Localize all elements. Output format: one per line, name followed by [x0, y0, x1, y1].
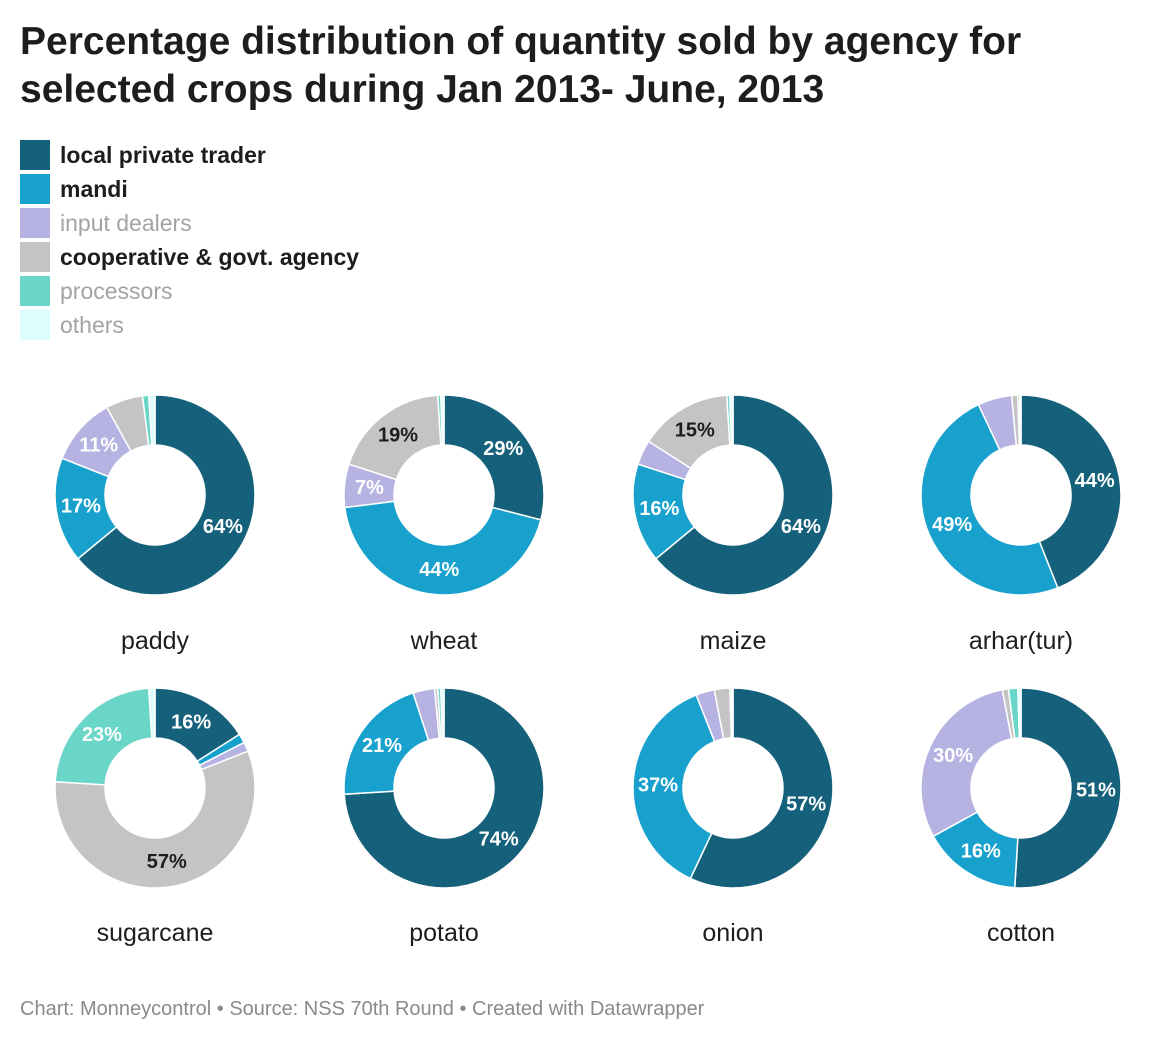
legend-item-input-dealers: input dealers — [20, 206, 359, 240]
crop-label-onion: onion — [702, 919, 763, 947]
data-label-wheat-mandi: 44% — [419, 559, 459, 581]
donut-wheat: 29% 44% 7% 19% wheat — [343, 394, 545, 655]
legend-swatch-cooperative-govt-agency — [20, 242, 50, 272]
slice-arhar-tur-local-private-trader — [1020, 394, 1122, 589]
data-label-arhar-tur-mandi: 49% — [932, 514, 972, 536]
slice-wheat-others — [440, 394, 445, 446]
data-label-potato-mandi: 21% — [362, 735, 402, 757]
crop-label-wheat: wheat — [410, 627, 478, 655]
slice-sugarcane-processors — [54, 687, 153, 786]
donut-potato: 74% 21% potato — [343, 687, 545, 947]
legend-label-cooperative-govt-agency: cooperative & govt. agency — [60, 243, 360, 270]
donut-onion: 57% 37% onion — [632, 687, 834, 947]
slice-onion-others — [730, 687, 734, 739]
legend-label-mandi: mandi — [60, 175, 128, 202]
donut-maize: 64% 16% 15% maize — [632, 394, 834, 655]
legend-item-others: others — [20, 308, 359, 342]
crop-label-cotton: cotton — [987, 919, 1055, 947]
data-label-cotton-local-private-trader: 51% — [1076, 779, 1116, 801]
slice-potato-local-private-trader — [343, 687, 545, 889]
legend-label-others: others — [60, 311, 124, 338]
slice-wheat-mandi — [343, 500, 542, 596]
slice-maize-local-private-trader — [654, 394, 834, 596]
chart-footer: Chart: Monneycontrol • Source: NSS 70th … — [20, 998, 705, 1020]
legend-swatch-mandi — [20, 174, 50, 204]
slice-arhar-tur-others — [1018, 394, 1022, 446]
slice-cotton-others — [1017, 687, 1022, 739]
crop-label-paddy: paddy — [121, 627, 190, 655]
slice-cotton-local-private-trader — [1013, 687, 1122, 889]
data-label-maize-cooperative-govt-agency: 15% — [675, 419, 715, 441]
data-label-sugarcane-local-private-trader: 16% — [171, 711, 211, 733]
donut-sugarcane: 16% 57% 23% sugarcane — [54, 687, 256, 947]
legend-item-local-private-trader: local private trader — [20, 138, 359, 172]
data-label-sugarcane-processors: 23% — [82, 724, 122, 746]
data-label-sugarcane-cooperative-govt-agency: 57% — [147, 851, 187, 873]
legend-label-processors: processors — [60, 277, 173, 304]
donut-cotton: 51% 16% 30% cotton — [920, 687, 1122, 947]
data-label-wheat-local-private-trader: 29% — [483, 438, 523, 460]
crop-label-arhar-tur: arhar(tur) — [969, 627, 1073, 655]
crop-label-sugarcane: sugarcane — [97, 919, 214, 947]
slice-potato-others — [440, 687, 445, 739]
legend-swatch-input-dealers — [20, 208, 50, 238]
legend-swatch-processors — [20, 276, 50, 306]
data-label-paddy-local-private-trader: 64% — [203, 516, 243, 538]
data-label-paddy-input-dealers: 11% — [79, 434, 118, 456]
slice-onion-local-private-trader — [689, 687, 834, 889]
data-label-cotton-input-dealers: 30% — [933, 745, 973, 767]
data-label-potato-local-private-trader: 74% — [479, 828, 519, 850]
slice-onion-mandi — [632, 694, 716, 880]
data-label-wheat-cooperative-govt-agency: 19% — [378, 425, 418, 447]
legend-item-processors: processors — [20, 274, 359, 308]
slice-maize-others — [729, 394, 734, 446]
data-label-arhar-tur-local-private-trader: 44% — [1075, 470, 1115, 492]
legend-label-local-private-trader: local private trader — [60, 141, 266, 168]
donut-arhar-tur: 44% 49% arhar(tur) — [920, 394, 1122, 655]
legend-swatch-others — [20, 310, 50, 340]
slice-arhar-tur-mandi — [920, 403, 1059, 596]
donut-paddy: 64% 17% 11% paddy — [54, 394, 256, 655]
data-label-cotton-mandi: 16% — [961, 840, 1001, 862]
slice-wheat-local-private-trader — [443, 394, 545, 521]
data-label-maize-mandi: 16% — [639, 498, 679, 520]
chart-title: Percentage distribution of quantity sold… — [20, 20, 1022, 111]
legend: local private trader mandi input dealers… — [20, 138, 359, 342]
slice-sugarcane-others — [147, 687, 156, 739]
slice-cotton-input-dealers — [920, 688, 1013, 838]
data-label-maize-local-private-trader: 64% — [781, 516, 821, 538]
legend-item-mandi: mandi — [20, 172, 359, 206]
legend-swatch-local-private-trader — [20, 140, 50, 170]
slice-paddy-others — [147, 394, 156, 446]
crop-label-maize: maize — [700, 627, 767, 655]
data-label-onion-local-private-trader: 57% — [786, 793, 826, 815]
legend-item-cooperative-govt-agency: cooperative & govt. agency — [20, 240, 359, 274]
crop-label-potato: potato — [409, 919, 479, 947]
data-label-paddy-mandi: 17% — [61, 496, 101, 518]
slice-paddy-local-private-trader — [76, 394, 256, 596]
legend-label-input-dealers: input dealers — [60, 209, 192, 236]
data-label-wheat-input-dealers: 7% — [355, 477, 384, 499]
data-label-onion-mandi: 37% — [638, 775, 678, 797]
